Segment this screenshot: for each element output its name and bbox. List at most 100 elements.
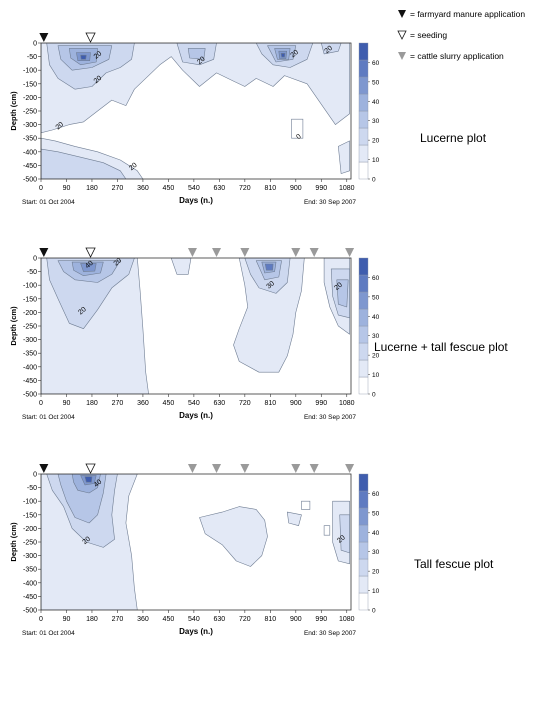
y-tick-label: -150 bbox=[23, 296, 37, 303]
y-tick-label: -300 bbox=[23, 553, 37, 560]
y-tick-label: -350 bbox=[23, 567, 37, 574]
x-tick-label: 990 bbox=[315, 400, 327, 407]
colorbar-band bbox=[358, 592, 369, 611]
contour-value-label: 0 bbox=[295, 133, 303, 141]
x-tick-label: 810 bbox=[264, 616, 276, 623]
x-tick-label: 0 bbox=[39, 616, 43, 623]
contour-value-label: 30 bbox=[266, 280, 277, 290]
x-tick-label: 180 bbox=[86, 185, 98, 192]
contour-region-level-1 bbox=[233, 258, 305, 373]
seeding-marker bbox=[85, 247, 96, 258]
contour-region-level-1 bbox=[170, 258, 192, 275]
y-tick-label: -400 bbox=[23, 364, 37, 371]
colorbar: 60 50 40 30 20 10 0 bbox=[358, 473, 380, 615]
contour-region-level-7 bbox=[280, 53, 286, 58]
manure-marker bbox=[39, 248, 49, 257]
x-tick-label: 900 bbox=[290, 616, 302, 623]
colorbar-band bbox=[358, 274, 369, 293]
colorbar: 60 50 40 30 20 10 0 bbox=[358, 257, 380, 399]
start-date-label: Start: 01 Oct 2004 bbox=[22, 414, 75, 421]
start-date-label: Start: 01 Oct 2004 bbox=[22, 199, 75, 206]
contour-region-level-7 bbox=[84, 476, 93, 483]
colorbar-band bbox=[358, 110, 369, 129]
x-tick-label: 270 bbox=[112, 185, 124, 192]
slurry-marker bbox=[345, 248, 355, 257]
x-axis-title: Days (n.) bbox=[179, 411, 213, 420]
x-tick-label: 720 bbox=[239, 185, 251, 192]
contour-value-label: 20 bbox=[336, 534, 347, 544]
contour-field bbox=[41, 474, 350, 610]
slurry-marker bbox=[212, 464, 222, 473]
colorbar-tick-label: 10 bbox=[372, 372, 380, 379]
seeding-marker bbox=[85, 32, 96, 43]
colorbar-tick-label: 40 bbox=[372, 99, 380, 106]
x-tick-label: 450 bbox=[163, 185, 175, 192]
legend-slurry-marker bbox=[398, 52, 406, 60]
colorbar-band bbox=[358, 473, 369, 492]
colorbar-tick-label: 0 bbox=[372, 177, 376, 184]
x-tick-label: 450 bbox=[163, 400, 175, 407]
contour-region-level-7 bbox=[80, 54, 87, 60]
legend-manure-label: = farmyard manure application bbox=[410, 9, 525, 19]
x-tick-label: 450 bbox=[163, 616, 175, 623]
y-tick-label: -300 bbox=[23, 122, 37, 129]
y-tick-label: -450 bbox=[23, 163, 37, 170]
y-axis: 0 -50 -100 -150 -200 -250 -300 -350 -400 -450 -500 bbox=[23, 256, 41, 399]
y-tick-label: -250 bbox=[23, 540, 37, 547]
x-tick-label: 90 bbox=[63, 616, 71, 623]
contour-value-label: 20 bbox=[324, 45, 335, 55]
x-tick-label: 1080 bbox=[339, 400, 355, 407]
y-axis: 0 -50 -100 -150 -200 -250 -300 -350 -400 -450 -500 bbox=[23, 41, 41, 184]
x-tick-label: 360 bbox=[137, 616, 149, 623]
y-axis-title: Depth (cm) bbox=[9, 522, 18, 562]
contour-region-level-3 bbox=[187, 48, 206, 60]
slurry-marker bbox=[187, 464, 197, 473]
y-tick-label: -250 bbox=[23, 109, 37, 116]
y-tick-label: -350 bbox=[23, 136, 37, 143]
x-tick-label: 180 bbox=[86, 616, 98, 623]
contour-region-level-2 bbox=[339, 514, 350, 554]
y-tick-label: -300 bbox=[23, 337, 37, 344]
contour-field bbox=[41, 258, 350, 394]
lucerne-plot-label: Lucerne plot bbox=[420, 131, 487, 145]
y-tick-label: -250 bbox=[23, 324, 37, 331]
x-tick-label: 0 bbox=[39, 185, 43, 192]
slurry-marker bbox=[187, 248, 197, 257]
contour-region-level-1 bbox=[199, 506, 268, 567]
x-tick-label: 360 bbox=[137, 185, 149, 192]
x-tick-label: 720 bbox=[239, 400, 251, 407]
x-tick-label: 540 bbox=[188, 400, 200, 407]
contour-value-label: 20 bbox=[196, 56, 207, 66]
contour-value-label: 20 bbox=[128, 162, 139, 172]
y-tick-label: -150 bbox=[23, 81, 37, 88]
y-tick-label: -400 bbox=[23, 149, 37, 156]
event-markers bbox=[39, 32, 96, 43]
x-tick-label: 990 bbox=[315, 616, 327, 623]
contour-region-blank bbox=[301, 500, 311, 510]
x-tick-label: 630 bbox=[214, 400, 226, 407]
lucerne-tall-fescue-chart-panel: 40 20 20 30 20 0 90 180 270 360 450 540 630 720 810 900… bbox=[9, 247, 380, 421]
colorbar-band bbox=[358, 308, 369, 327]
y-axis: 0 -50 -100 -150 -200 -250 -300 -350 -400 -450 -500 bbox=[23, 472, 41, 615]
contour-value-label: 40 bbox=[84, 260, 95, 270]
colorbar-band bbox=[358, 342, 369, 361]
y-axis-title: Depth (cm) bbox=[9, 306, 18, 346]
contour-region-level-2 bbox=[41, 148, 127, 179]
colorbar-band bbox=[358, 144, 369, 163]
event-markers bbox=[39, 247, 355, 258]
y-tick-label: -450 bbox=[23, 378, 37, 385]
colorbar-tick-label: 30 bbox=[372, 549, 380, 556]
contour-region-blank bbox=[291, 118, 304, 139]
contour-region-level-2 bbox=[321, 43, 342, 55]
legend-seeding-label: = seeding bbox=[410, 30, 447, 40]
y-tick-label: -350 bbox=[23, 351, 37, 358]
colorbar-band bbox=[358, 524, 369, 543]
colorbar-tick-label: 60 bbox=[372, 491, 380, 498]
y-tick-label: 0 bbox=[33, 41, 37, 48]
contour-value-label: 20 bbox=[55, 121, 66, 131]
x-tick-label: 630 bbox=[214, 185, 226, 192]
colorbar-tick-label: 40 bbox=[372, 530, 380, 537]
y-tick-label: -500 bbox=[23, 177, 37, 184]
x-tick-label: 810 bbox=[264, 400, 276, 407]
